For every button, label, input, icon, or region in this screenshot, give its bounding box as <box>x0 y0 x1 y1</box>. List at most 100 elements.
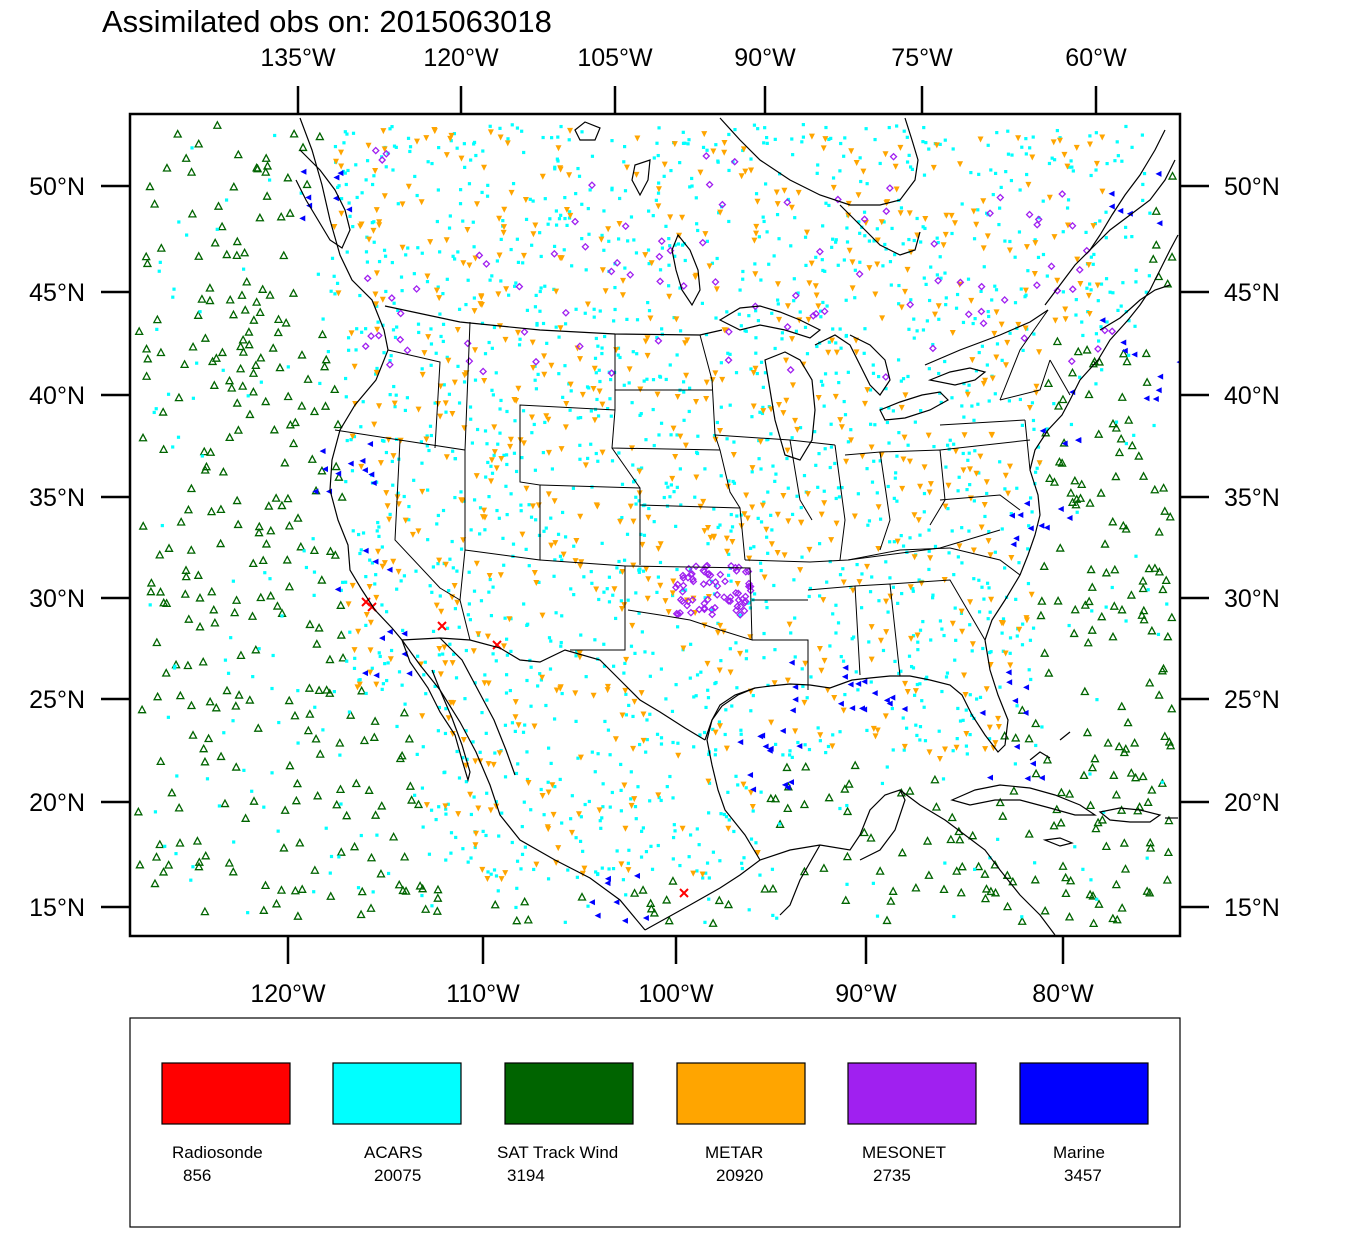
marine-marker <box>372 558 379 565</box>
marine-marker <box>779 727 786 734</box>
metar-marker <box>366 236 373 243</box>
acars-marker <box>980 585 984 589</box>
acars-marker <box>919 240 923 244</box>
right-lat-label: 40°N <box>1224 382 1280 410</box>
marine-marker <box>334 586 341 593</box>
acars-marker <box>1013 255 1017 259</box>
marine-marker <box>594 912 601 919</box>
acars-marker <box>673 254 677 258</box>
acars-marker <box>560 614 564 618</box>
acars-marker <box>804 263 808 268</box>
acars-marker <box>607 239 611 243</box>
acars-marker <box>1024 152 1028 156</box>
acars-marker <box>155 327 159 331</box>
acars-marker <box>654 198 658 202</box>
acars-marker <box>1020 145 1024 149</box>
acars-marker <box>447 226 452 230</box>
acars-marker <box>687 855 691 859</box>
sat-track-wind-marker <box>192 836 203 845</box>
metar-marker <box>887 593 894 600</box>
marine-marker <box>406 670 413 677</box>
acars-marker <box>987 399 991 403</box>
acars-marker <box>163 844 167 848</box>
acars-marker <box>657 181 661 185</box>
acars-marker <box>657 126 661 130</box>
acars-marker <box>543 420 547 425</box>
acars-marker <box>554 325 558 329</box>
metar-marker <box>1051 234 1058 241</box>
acars-marker <box>674 683 678 687</box>
acars-marker <box>160 523 164 528</box>
metar-marker <box>626 366 633 373</box>
metar-marker <box>961 672 968 679</box>
mesonet-marker <box>588 181 596 190</box>
acars-marker <box>740 866 744 871</box>
marine-marker <box>604 880 611 887</box>
acars-marker <box>483 528 487 532</box>
sat-track-wind-marker <box>271 898 282 908</box>
acars-marker <box>406 246 410 250</box>
acars-marker <box>639 532 643 537</box>
sat-track-wind-marker <box>183 660 193 670</box>
acars-marker <box>998 206 1002 210</box>
acars-marker <box>596 344 600 348</box>
sat-track-wind-marker <box>275 362 285 372</box>
acars-marker <box>908 165 913 169</box>
acars-marker <box>756 516 760 520</box>
marine-marker <box>1013 535 1020 542</box>
acars-marker <box>391 328 396 332</box>
sat-track-wind-marker <box>199 743 209 753</box>
acars-marker <box>1018 397 1022 402</box>
metar-marker <box>1002 362 1009 369</box>
acars-marker <box>472 142 476 146</box>
sat-track-wind-marker <box>273 327 283 337</box>
sat-track-wind-marker <box>261 153 271 162</box>
acars-marker <box>335 281 340 285</box>
metar-marker <box>383 490 390 497</box>
acars-marker <box>575 649 579 654</box>
metar-marker <box>1061 151 1068 158</box>
acars-marker <box>339 802 343 806</box>
acars-marker <box>931 596 935 600</box>
acars-marker <box>801 123 805 127</box>
acars-marker <box>678 863 682 868</box>
acars-marker <box>844 333 849 338</box>
metar-marker <box>1015 321 1022 328</box>
sat-track-wind-marker <box>206 506 217 516</box>
acars-marker <box>958 719 963 723</box>
metar-marker <box>498 876 505 883</box>
acars-marker <box>1097 339 1101 343</box>
metar-marker <box>737 650 744 657</box>
sat-track-wind-marker <box>897 847 907 857</box>
acars-marker <box>1028 146 1032 150</box>
sat-track-wind-marker <box>924 870 934 879</box>
acars-marker <box>333 144 338 149</box>
acars-marker <box>922 173 927 177</box>
acars-marker <box>781 753 785 757</box>
acars-marker <box>759 568 763 573</box>
metar-marker <box>818 511 825 518</box>
mesonet-marker <box>1047 262 1056 271</box>
acars-marker <box>439 334 443 339</box>
metar-marker <box>794 426 801 433</box>
acars-marker <box>719 405 723 409</box>
metar-marker <box>990 745 997 752</box>
acars-marker <box>509 492 513 496</box>
acars-marker <box>830 245 834 249</box>
acars-marker <box>875 914 880 918</box>
metar-marker <box>557 325 564 332</box>
metar-marker <box>861 400 868 407</box>
marine-marker <box>979 709 986 716</box>
metar-marker <box>988 431 995 438</box>
marine-marker <box>1013 743 1020 750</box>
sat-track-wind-marker <box>315 131 325 141</box>
acars-marker <box>575 875 579 879</box>
acars-marker <box>902 748 906 752</box>
metar-marker <box>356 681 363 688</box>
acars-marker <box>609 414 613 418</box>
metar-marker <box>481 377 488 384</box>
sat-track-wind-marker <box>1151 206 1161 215</box>
acars-marker <box>757 235 761 239</box>
acars-marker <box>338 753 342 757</box>
radiosonde-marker <box>679 888 689 898</box>
